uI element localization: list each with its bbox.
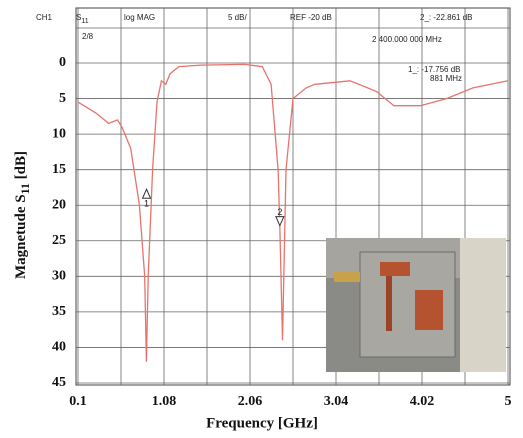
- x-tick-label: 0.1: [69, 394, 87, 409]
- marker-readout: 1_: -17.756 dB: [408, 65, 460, 74]
- x-tick-label: 4.02: [410, 394, 435, 409]
- marker: [141, 188, 152, 199]
- marker-freq: 881 MHz: [430, 74, 462, 83]
- x-tick-label: 3.04: [324, 394, 349, 409]
- y-tick-label: 15: [52, 162, 66, 177]
- header-format: log MAG: [124, 13, 155, 22]
- header-param-main: S: [76, 13, 81, 22]
- y-tick-label: 10: [52, 126, 66, 141]
- y-tick-label: 5: [59, 91, 66, 106]
- y-axis-label: Magnetude S11 [dB]: [13, 151, 31, 279]
- photo-connector: [334, 272, 360, 282]
- y-tick-label: 30: [52, 269, 66, 284]
- photo-patch: [415, 290, 443, 330]
- photo-feed: [386, 276, 392, 331]
- y-tick-label: 20: [52, 197, 66, 212]
- x-tick-label: 1.08: [152, 394, 177, 409]
- photo-ruler: [460, 238, 506, 372]
- header: CH1 S11 log MAG 5 dB/ REF -20 dB 2_: -22…: [36, 13, 472, 83]
- y-tick-label: 25: [52, 233, 66, 248]
- x-axis-label: Frequency [GHz]: [206, 415, 318, 431]
- y-label-main: Magnetude S: [13, 194, 29, 279]
- y-tick-label: 0: [59, 55, 66, 70]
- marker-label: 1: [144, 199, 149, 209]
- inset-photo: [326, 238, 506, 372]
- marker: [275, 216, 285, 227]
- header-param: S11: [76, 13, 89, 25]
- header-param-sub: 11: [81, 18, 88, 25]
- header-page: 2/8: [82, 32, 94, 41]
- photo-trace: [380, 262, 410, 276]
- y-label-sub: 11: [18, 183, 32, 194]
- x-tick-label: 2.06: [238, 394, 263, 409]
- header-ref: REF -20 dB: [290, 13, 332, 22]
- data-line: [77, 63, 509, 362]
- y-label-suffix: [dB]: [13, 151, 29, 183]
- header-scale: 5 dB/: [228, 13, 247, 22]
- header-channel: CH1: [36, 13, 53, 22]
- header-active-freq: 2 400.000 000 MHz: [372, 35, 442, 44]
- y-tick-label: 35: [52, 304, 66, 319]
- x-tick-label: 5: [505, 394, 512, 409]
- y-tick-label: 40: [52, 340, 66, 355]
- y-tick-label: 45: [52, 375, 66, 390]
- header-active-marker: 2_: -22.861 dB: [420, 13, 472, 22]
- marker-label: 2: [277, 207, 282, 217]
